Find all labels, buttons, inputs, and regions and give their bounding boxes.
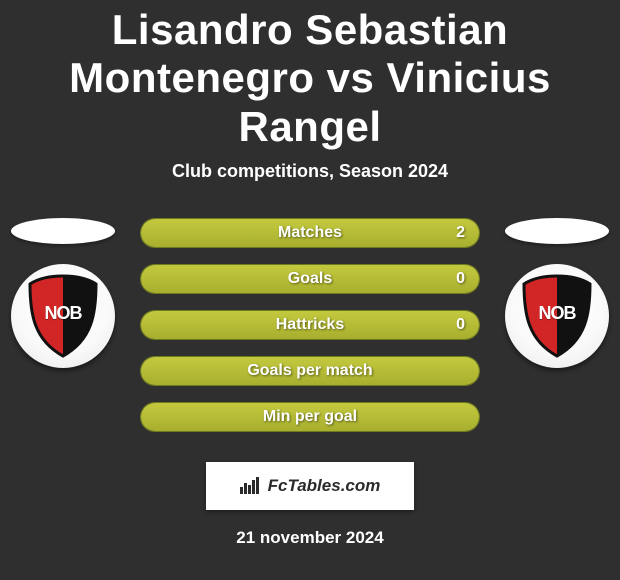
bar-chart-icon <box>240 477 262 495</box>
comparison-area: NOB <box>0 218 620 448</box>
bar-label: Hattricks <box>141 316 479 334</box>
player-right-club-badge: NOB <box>505 264 609 368</box>
page-title: Lisandro Sebastian Montenegro vs Viniciu… <box>0 0 620 151</box>
brand-box: FcTables.com <box>206 462 414 510</box>
player-right-column: NOB <box>502 218 612 368</box>
shield-icon: NOB <box>26 274 100 358</box>
stat-bar: Goals 0 <box>140 264 480 294</box>
bar-label: Min per goal <box>141 408 479 426</box>
player-right-avatar-placeholder <box>505 218 609 244</box>
club-badge-text: NOB <box>520 303 594 324</box>
stat-bar: Matches 2 <box>140 218 480 248</box>
bar-label: Matches <box>141 224 479 242</box>
footer-date: 21 november 2024 <box>0 528 620 548</box>
bar-value-right: 0 <box>456 316 465 334</box>
club-badge-text: NOB <box>26 303 100 324</box>
player-left-column: NOB <box>8 218 118 368</box>
shield-icon: NOB <box>520 274 594 358</box>
bar-label: Goals <box>141 270 479 288</box>
stat-bar: Hattricks 0 <box>140 310 480 340</box>
player-left-avatar-placeholder <box>11 218 115 244</box>
comparison-infographic: Lisandro Sebastian Montenegro vs Viniciu… <box>0 0 620 580</box>
brand-text: FcTables.com <box>268 476 381 496</box>
bar-label: Goals per match <box>141 362 479 380</box>
stat-bars: Matches 2 Goals 0 Hattricks 0 <box>140 218 480 448</box>
stat-bar: Goals per match <box>140 356 480 386</box>
stat-bar: Min per goal <box>140 402 480 432</box>
page-subtitle: Club competitions, Season 2024 <box>0 161 620 182</box>
bar-value-right: 0 <box>456 270 465 288</box>
bar-value-right: 2 <box>456 224 465 242</box>
player-left-club-badge: NOB <box>11 264 115 368</box>
